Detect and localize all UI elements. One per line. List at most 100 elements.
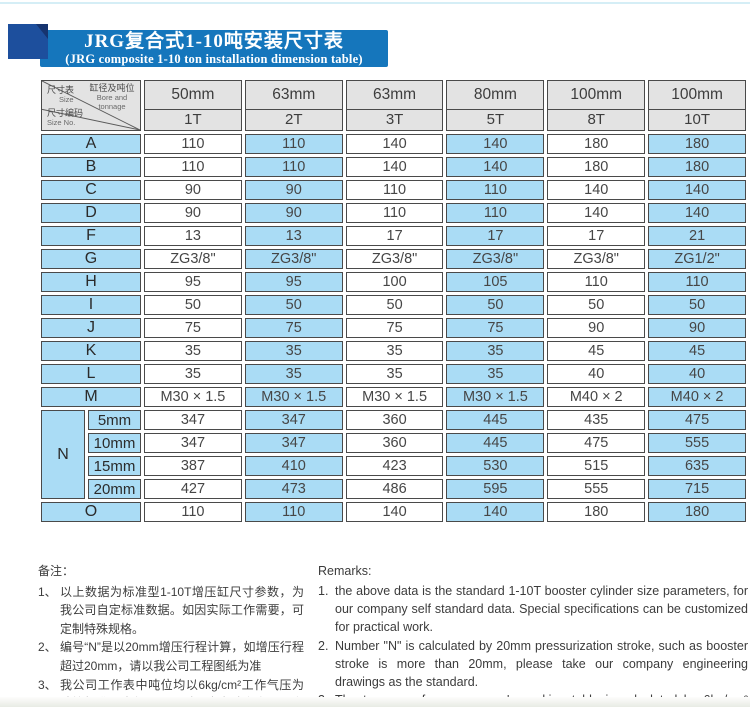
dim-value-cell: 180 [648,134,746,154]
dim-value-cell: 715 [648,479,746,499]
page-title-cn: JRG复合式1-10吨安装尺寸表 [84,31,344,52]
dim-value-cell: 35 [345,364,444,384]
dim-value-cell: 387 [144,456,242,476]
corner-diagonal-lines [42,81,140,130]
n-stroke-label: 20mm [88,479,141,499]
dim-value-cell: 50 [547,295,646,315]
dim-value-cell: ZG3/8" [446,249,545,269]
dim-value-cell: 555 [648,433,746,453]
tonnage-header-label: 3T [346,109,443,130]
dim-value-cell: 90 [144,203,242,223]
dim-value-cell: 140 [648,180,746,200]
row-label: L [41,364,141,384]
dim-row: D 90 90 110 110 140 140 [41,203,746,223]
bore-header-label: 80mm [473,86,517,103]
dim-value-cell: 75 [345,318,444,338]
header-row: 尺寸表 Size 缸径及吨位 Bore and tonnage 尺寸编码 Size No.… [41,80,746,131]
n-stroke-label: 10mm [88,433,141,453]
dim-value-cell: 75 [244,318,343,338]
dim-value-cell: 50 [648,295,746,315]
dim-value-cell: 475 [648,410,746,430]
dim-value-cell: 90 [244,180,343,200]
tonnage-header-label: 5T [447,109,544,130]
dim-row: C 90 90 110 110 140 140 [41,180,746,200]
dimension-table-wrap: 尺寸表 Size 缸径及吨位 Bore and tonnage 尺寸编码 Size No.… [38,77,749,525]
dim-value-cell: 35 [345,341,444,361]
dim-value-cell: 13 [244,226,343,246]
dim-value-cell: 140 [446,134,545,154]
dim-value-cell: 90 [547,318,646,338]
dim-value-cell: 35 [244,341,343,361]
dim-value-cell: 40 [547,364,646,384]
dim-value-cell: 110 [244,502,343,522]
dim-value-cell: 35 [446,364,545,384]
dim-value-cell: 635 [648,456,746,476]
bore-header-label: 100mm [570,86,623,103]
dim-row: K 35 35 35 35 45 45 [41,341,746,361]
tonnage-header-label: 1T [145,109,241,130]
row-label: M [41,387,141,407]
dim-row: B 110 110 140 140 180 180 [41,157,746,177]
remark-item: 2. Number "N" is calculated by 20mm pres… [318,638,748,689]
dim-value-cell: ZG3/8" [345,249,444,269]
row-label: I [41,295,141,315]
n-stroke-label: 15mm [88,456,141,476]
dim-value-cell: 13 [144,226,242,246]
dim-value-cell: 110 [345,203,444,223]
dim-value-cell: 110 [144,134,242,154]
dim-value-cell: 50 [345,295,444,315]
dim-value-cell: 180 [547,134,646,154]
dim-value-cell: 110 [648,272,746,292]
n-row: 15mm 387 410 423 530 515 635 [41,456,746,476]
dim-value-cell: 445 [446,433,545,453]
n-stroke-label: 5mm [88,410,141,430]
dim-value-cell: 17 [547,226,646,246]
n-row: 20mm 427 473 486 595 555 715 [41,479,746,499]
dim-value-cell: 17 [345,226,444,246]
dim-value-cell: 347 [144,410,242,430]
dim-value-cell: 435 [547,410,646,430]
n-row: 10mm 347 347 360 445 475 555 [41,433,746,453]
dimension-table: 尺寸表 Size 缸径及吨位 Bore and tonnage 尺寸编码 Size No.… [38,77,749,525]
dim-value-cell: M40 × 2 [648,387,746,407]
dim-value-cell: 17 [446,226,545,246]
dim-value-cell: 140 [446,502,545,522]
tonnage-header-label: 8T [548,109,645,130]
dim-value-cell: M30 × 1.5 [345,387,444,407]
dim-value-cell: 75 [144,318,242,338]
dim-value-cell: 180 [547,502,646,522]
dim-row: O 110 110 140 140 180 180 [41,502,746,522]
dim-value-cell: 100 [345,272,444,292]
dim-value-cell: 140 [345,157,444,177]
dim-value-cell: 110 [244,134,343,154]
corner-size-label: 尺寸表 Size [47,85,75,104]
dim-value-cell: 21 [648,226,746,246]
dim-row: G ZG3/8" ZG3/8" ZG3/8" ZG3/8" ZG3/8" ZG1/2" [41,249,746,269]
dim-value-cell: ZG3/8" [244,249,343,269]
dim-value-cell: 180 [648,157,746,177]
row-label: H [41,272,141,292]
dim-row: I 50 50 50 50 50 50 [41,295,746,315]
remark-item: 1. the above data is the standard 1-10T … [318,584,748,635]
dim-value-cell: M30 × 1.5 [144,387,242,407]
remarks-en-title: Remarks: [318,564,372,578]
dim-value-cell: M40 × 2 [547,387,646,407]
dim-row: J 75 75 75 75 90 90 [41,318,746,338]
dim-value-cell: 110 [244,157,343,177]
n-row: N 5mm 347 347 360 445 435 475 [41,410,746,499]
bore-header-label: 100mm [671,86,723,103]
dim-value-cell: 50 [244,295,343,315]
remarks-english: Remarks: 1. the above data is the standa… [318,562,748,707]
dim-value-cell: 110 [345,180,444,200]
dim-value-cell: 45 [648,341,746,361]
dim-value-cell: ZG3/8" [547,249,646,269]
bore-header-label: 63mm [272,86,316,103]
dim-value-cell: 140 [345,502,444,522]
top-divider [0,2,750,4]
dim-value-cell: ZG1/2" [648,249,746,269]
dim-value-cell: 445 [446,410,545,430]
dim-value-cell: 140 [547,203,646,223]
dim-value-cell: 110 [446,203,545,223]
dim-value-cell: 40 [648,364,746,384]
remark-item: 2、 编号“N”是以20mm增压行程计算，如增压行程超过20mm，请以我公司工程… [38,640,304,673]
